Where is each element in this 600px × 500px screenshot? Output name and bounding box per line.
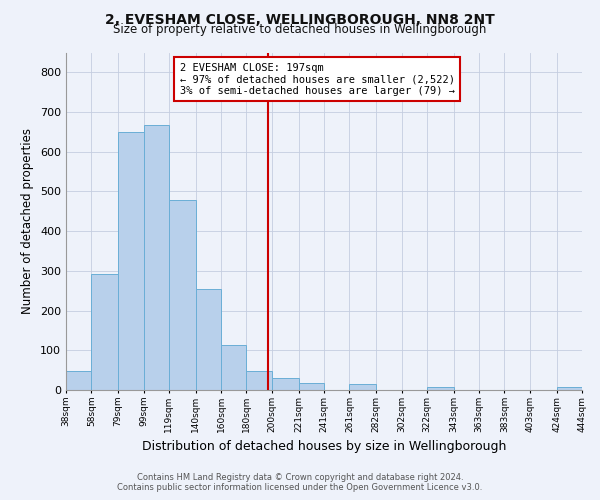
Y-axis label: Number of detached properties: Number of detached properties (22, 128, 34, 314)
Bar (66, 372, 91, 390)
Bar (299, 383, 324, 390)
Bar (557, 387, 582, 390)
Text: Contains HM Land Registry data © Crown copyright and database right 2024.
Contai: Contains HM Land Registry data © Crown c… (118, 473, 482, 492)
Bar (427, 387, 454, 390)
Bar (143, 125, 169, 390)
Bar (196, 289, 221, 390)
Text: 2 EVESHAM CLOSE: 197sqm
← 97% of detached houses are smaller (2,522)
3% of semi-: 2 EVESHAM CLOSE: 197sqm ← 97% of detache… (179, 62, 455, 96)
Text: Size of property relative to detached houses in Wellingborough: Size of property relative to detached ho… (113, 22, 487, 36)
Bar (221, 344, 247, 390)
Text: 2, EVESHAM CLOSE, WELLINGBOROUGH, NN8 2NT: 2, EVESHAM CLOSE, WELLINGBOROUGH, NN8 2N… (105, 12, 495, 26)
Bar (247, 370, 272, 390)
Bar (272, 378, 299, 390)
X-axis label: Distribution of detached houses by size in Wellingborough: Distribution of detached houses by size … (142, 440, 506, 454)
Bar (91, 274, 118, 390)
Bar (169, 200, 196, 390)
Bar (118, 132, 143, 390)
Bar (349, 384, 376, 390)
